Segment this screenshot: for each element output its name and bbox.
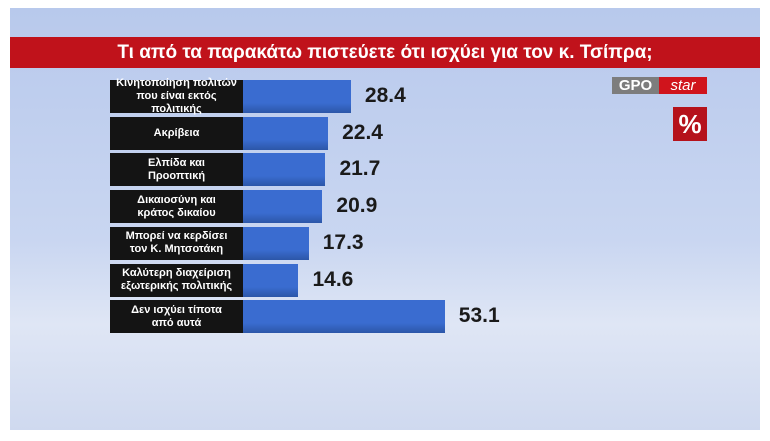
chart-title: Τι από τα παρακάτω πιστεύετε ότι ισχύει …: [10, 37, 760, 68]
category-label: Κινητοποίηση πολιτών που είναι εκτός πολ…: [110, 77, 243, 115]
bar: [243, 190, 323, 224]
value-label: 17.3: [322, 230, 364, 254]
bar: [243, 226, 309, 260]
value-label: 21.7: [339, 157, 381, 181]
bar: [243, 116, 329, 150]
category-label: Καλύτερη διαχείριση εξωτερικής πολιτικής: [110, 263, 243, 297]
value-label: 28.4: [364, 84, 406, 107]
category-label: Δικαιοσύνη και κράτος δικαίου: [110, 190, 243, 224]
channel-logo: star: [659, 77, 707, 94]
bar: [243, 153, 326, 187]
category-label: Μπορεί να κερδίσει τον Κ. Μητσοτάκη: [110, 226, 243, 260]
value-label: 20.9: [336, 194, 378, 218]
category-label: Ελπίδα και Προοπτική: [110, 153, 243, 187]
category-label: Ακρίβεια: [110, 116, 243, 150]
value-label: 22.4: [342, 120, 383, 144]
category-label: Δεν ισχύει τίποτα από αυτά: [110, 300, 243, 334]
unit-badge: %: [673, 107, 707, 141]
bar: [243, 300, 445, 334]
bar: [243, 263, 299, 297]
value-label: 14.6: [312, 267, 354, 291]
bar: [243, 80, 351, 113]
source-logo: GPO: [612, 77, 659, 94]
value-label: 53.1: [458, 304, 500, 328]
